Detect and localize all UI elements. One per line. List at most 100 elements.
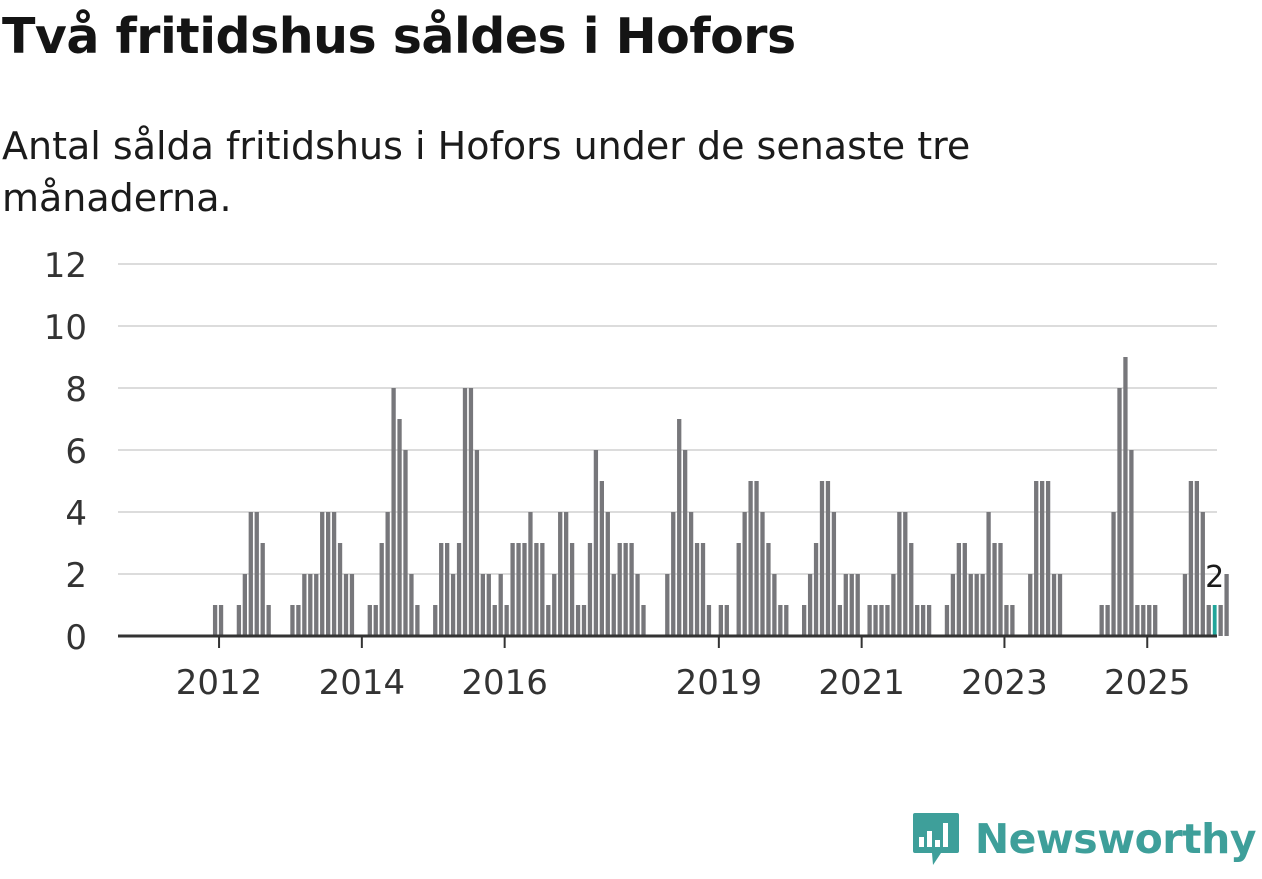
- bar: [778, 605, 783, 636]
- newsworthy-logo: Newsworthy: [911, 811, 1257, 867]
- bar: [587, 543, 593, 636]
- bar: [974, 574, 979, 636]
- bar: [1105, 605, 1110, 636]
- bar: [1099, 605, 1104, 636]
- bar: [314, 574, 319, 636]
- bar: [980, 574, 985, 636]
- bar: [450, 574, 456, 636]
- bar: [706, 605, 712, 636]
- bar: [498, 574, 503, 636]
- bar: [569, 543, 575, 636]
- bar: [784, 605, 789, 636]
- bar: [320, 512, 325, 636]
- bar: [1200, 512, 1205, 636]
- bar: [1051, 574, 1057, 636]
- bar: [760, 512, 765, 636]
- bar: [564, 512, 569, 636]
- y-tick-label: 12: [44, 246, 87, 286]
- bar: [986, 512, 991, 636]
- bar: [397, 419, 402, 636]
- bar: [391, 388, 396, 636]
- bar: [433, 605, 438, 636]
- bar: [962, 543, 967, 636]
- bar: [486, 574, 491, 636]
- bar: [921, 605, 926, 636]
- bar: [665, 574, 670, 636]
- bar: [260, 543, 265, 636]
- bar: [367, 605, 372, 636]
- bar: [766, 543, 771, 636]
- bar: [1194, 481, 1199, 636]
- bar: [611, 574, 616, 636]
- grid-lines: [118, 263, 1217, 575]
- bar: [885, 605, 890, 636]
- bar: [1224, 574, 1229, 636]
- bar: [641, 605, 646, 636]
- bar: [623, 543, 628, 636]
- bar: [724, 605, 729, 636]
- bar: [944, 605, 950, 636]
- bar: [742, 512, 747, 636]
- bar: [474, 450, 480, 636]
- bar: [772, 574, 777, 636]
- bar: [1010, 605, 1015, 636]
- bar: [843, 574, 848, 636]
- bar: [218, 605, 224, 636]
- bar: [593, 450, 599, 636]
- bar: [343, 574, 349, 636]
- bar: [1057, 574, 1063, 636]
- bar: [1188, 481, 1194, 636]
- x-tick-label: 2025: [1104, 663, 1191, 703]
- bar: [968, 574, 973, 636]
- newsworthy-logo-icon: [912, 813, 959, 865]
- bar: [849, 574, 854, 636]
- x-tick-label: 2023: [961, 663, 1048, 703]
- bar: [825, 481, 831, 636]
- bar: [867, 605, 872, 636]
- bar: [575, 605, 581, 636]
- bar: [819, 481, 825, 636]
- bar: [683, 450, 688, 636]
- bar: [242, 574, 247, 636]
- bar: [1111, 512, 1116, 636]
- bar: [1123, 357, 1128, 636]
- axes: 0 2 4 6 8 10 12 2012 2014 2016 2019 2021 2023 2025 2: [44, 246, 1225, 703]
- bar: [956, 543, 961, 636]
- bar: [504, 605, 509, 636]
- bar: [1141, 605, 1146, 636]
- bar: [445, 543, 450, 636]
- bar: [718, 605, 723, 636]
- y-tick-label: 10: [44, 308, 87, 348]
- bar: [1135, 605, 1140, 636]
- bar: [837, 605, 842, 636]
- bar: [337, 543, 343, 636]
- bar: [1040, 481, 1045, 636]
- x-tick-label: 2019: [676, 663, 763, 703]
- bar: [308, 574, 313, 636]
- bars: [212, 357, 1229, 636]
- bar: [950, 574, 956, 636]
- bar: [462, 388, 468, 636]
- bar: [326, 512, 331, 636]
- bar: [456, 543, 462, 636]
- bar: [266, 605, 271, 636]
- bar: [873, 605, 878, 636]
- y-tick-label: 2: [65, 556, 87, 596]
- y-tick-label: 0: [65, 618, 87, 658]
- bar: [629, 543, 634, 636]
- bar: [409, 574, 414, 636]
- x-tick-label: 2012: [176, 663, 263, 703]
- bar: [1028, 574, 1033, 636]
- bar: [617, 543, 622, 636]
- bar: [700, 543, 706, 636]
- bar: [1034, 481, 1039, 636]
- x-tick-label: 2021: [818, 663, 905, 703]
- newsworthy-logo-text: Newsworthy: [974, 815, 1257, 863]
- bar: [480, 574, 485, 636]
- bar: [510, 543, 515, 636]
- bar: [879, 605, 884, 636]
- highlighted-bar: [1212, 605, 1217, 636]
- bar: [1129, 450, 1134, 636]
- bar: [290, 605, 295, 636]
- y-tick-label: 4: [65, 494, 87, 534]
